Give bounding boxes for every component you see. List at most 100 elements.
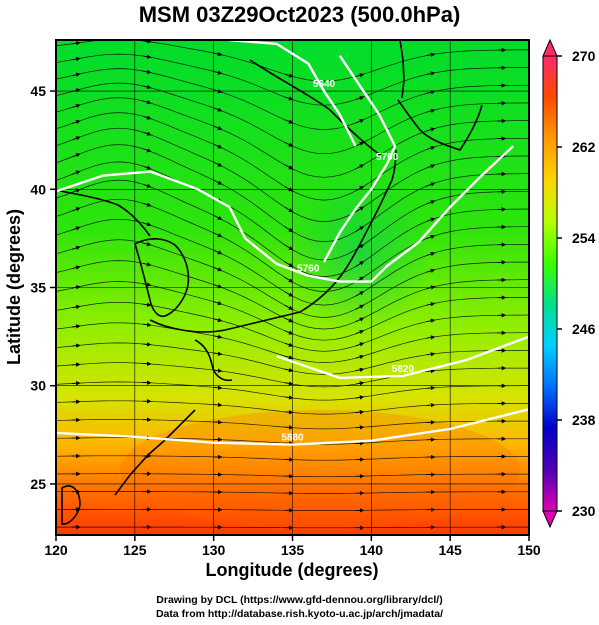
wind-arrow [213, 402, 223, 408]
x-tick-label: 140 [360, 542, 384, 558]
contour-labels: 5880 5820 5760 5700 5640 [281, 79, 414, 444]
wind-arrow [142, 361, 152, 366]
coastline-manchuria [249, 59, 381, 156]
contour-5820 [276, 335, 529, 380]
coastline-ryukyu [114, 409, 196, 496]
wind-arrow [142, 241, 152, 247]
wind-arrow [213, 161, 223, 167]
y-tick-label: 45 [30, 83, 46, 99]
coastline-hokkaido [397, 99, 483, 151]
wind-arrow [426, 285, 436, 290]
wind-arrow [284, 141, 294, 147]
y-tick-label: 35 [30, 280, 46, 296]
wind-arrow [284, 226, 294, 233]
footer-data-source: Data from http://database.rish.kyoto-u.a… [155, 608, 444, 620]
wind-arrow [71, 40, 81, 46]
wind-arrow [355, 226, 365, 232]
colorbar-tick-label: 270 [572, 48, 596, 64]
footer-drawing-credit: Drawing by DCL (https://www.gfd-dennou.o… [156, 594, 443, 606]
wind-arrow [71, 119, 81, 125]
wind-arrow [71, 188, 81, 193]
wind-arrow [355, 261, 365, 267]
wind-arrow [355, 73, 365, 78]
contour-5580 [229, 40, 357, 147]
wind-arrow [355, 425, 365, 430]
wind-arrow [426, 182, 436, 187]
wind-arrow [426, 234, 436, 240]
wind-arrow [355, 381, 365, 386]
wind-arrow [213, 51, 223, 57]
wind-arrow [213, 88, 223, 94]
wind-arrow [142, 202, 152, 207]
colorbar-scale [542, 55, 558, 512]
warm-region [120, 410, 520, 530]
wind-arrow [426, 108, 436, 114]
wind-arrow [284, 355, 294, 360]
wind-arrow [284, 186, 294, 192]
x-tick-label: 125 [123, 542, 147, 558]
contour-label: 5700 [376, 152, 399, 163]
colorbar-ticks: 270 262 254 246 238 230 [557, 48, 596, 519]
wind-arrow [284, 261, 294, 268]
chart-title: MSM 03Z29Oct2023 (500.0hPa) [138, 2, 461, 27]
wind-arrow [355, 317, 365, 323]
wind-arrow [71, 285, 81, 290]
wind-arrow [213, 385, 223, 390]
coastline [56, 40, 483, 525]
wind-arrow [426, 164, 436, 169]
wind-arrow [355, 367, 365, 373]
wind-arrow [213, 70, 223, 75]
wind-arrow [426, 368, 436, 374]
wind-arrow [426, 385, 436, 391]
wind-arrow [284, 395, 294, 400]
wind-arrow [213, 143, 223, 149]
coastline-japan-main [149, 149, 397, 333]
wind-arrow [142, 322, 152, 327]
x-tick-label: 130 [202, 542, 226, 558]
y-tick-label: 25 [30, 476, 46, 492]
wind-arrow [142, 262, 152, 267]
wind-arrow [355, 141, 365, 147]
coastline-kyushu [194, 339, 233, 382]
wind-arrow [71, 72, 81, 77]
wind-arrow [284, 291, 294, 297]
wind-arrow [355, 119, 365, 124]
x-tick-label: 150 [517, 542, 541, 558]
coastline-korea [134, 238, 190, 318]
wind-streamlines [56, 40, 529, 530]
wind-arrow [355, 395, 365, 400]
wind-arrow [71, 265, 81, 270]
wind-arrow [284, 317, 294, 323]
wind-arrow [284, 244, 294, 251]
y-tick-label: 30 [30, 378, 46, 394]
wind-arrow [355, 329, 365, 335]
wind-arrow [142, 222, 152, 227]
wind-arrow [213, 368, 223, 373]
contour-label: 5640 [313, 79, 336, 90]
colorbar-tick-label: 246 [572, 321, 596, 337]
wind-arrow [142, 84, 152, 90]
wind-arrow [213, 232, 223, 238]
wind-arrow [284, 276, 294, 283]
x-tick-label: 120 [44, 542, 68, 558]
wind-arrow [142, 54, 152, 59]
wind-arrow [213, 125, 223, 131]
wind-arrow [426, 402, 436, 408]
colorbar-tick-label: 262 [572, 139, 596, 155]
wind-arrow [142, 115, 152, 120]
wind-arrow [355, 95, 365, 101]
colorbar-min-arrow [542, 510, 558, 529]
wind-arrow [426, 217, 436, 222]
wind-arrow [213, 334, 223, 339]
wind-arrow [213, 317, 223, 323]
wind-arrow [213, 249, 223, 255]
x-tick-label: 145 [438, 542, 462, 558]
wind-arrow [426, 127, 436, 132]
colorbar-tick-label: 254 [572, 230, 596, 246]
wind-arrow [142, 342, 152, 347]
coastline-taiwan [61, 485, 81, 525]
wind-arrow [284, 96, 294, 101]
wind-arrow [213, 266, 223, 272]
wind-arrow [213, 179, 223, 185]
